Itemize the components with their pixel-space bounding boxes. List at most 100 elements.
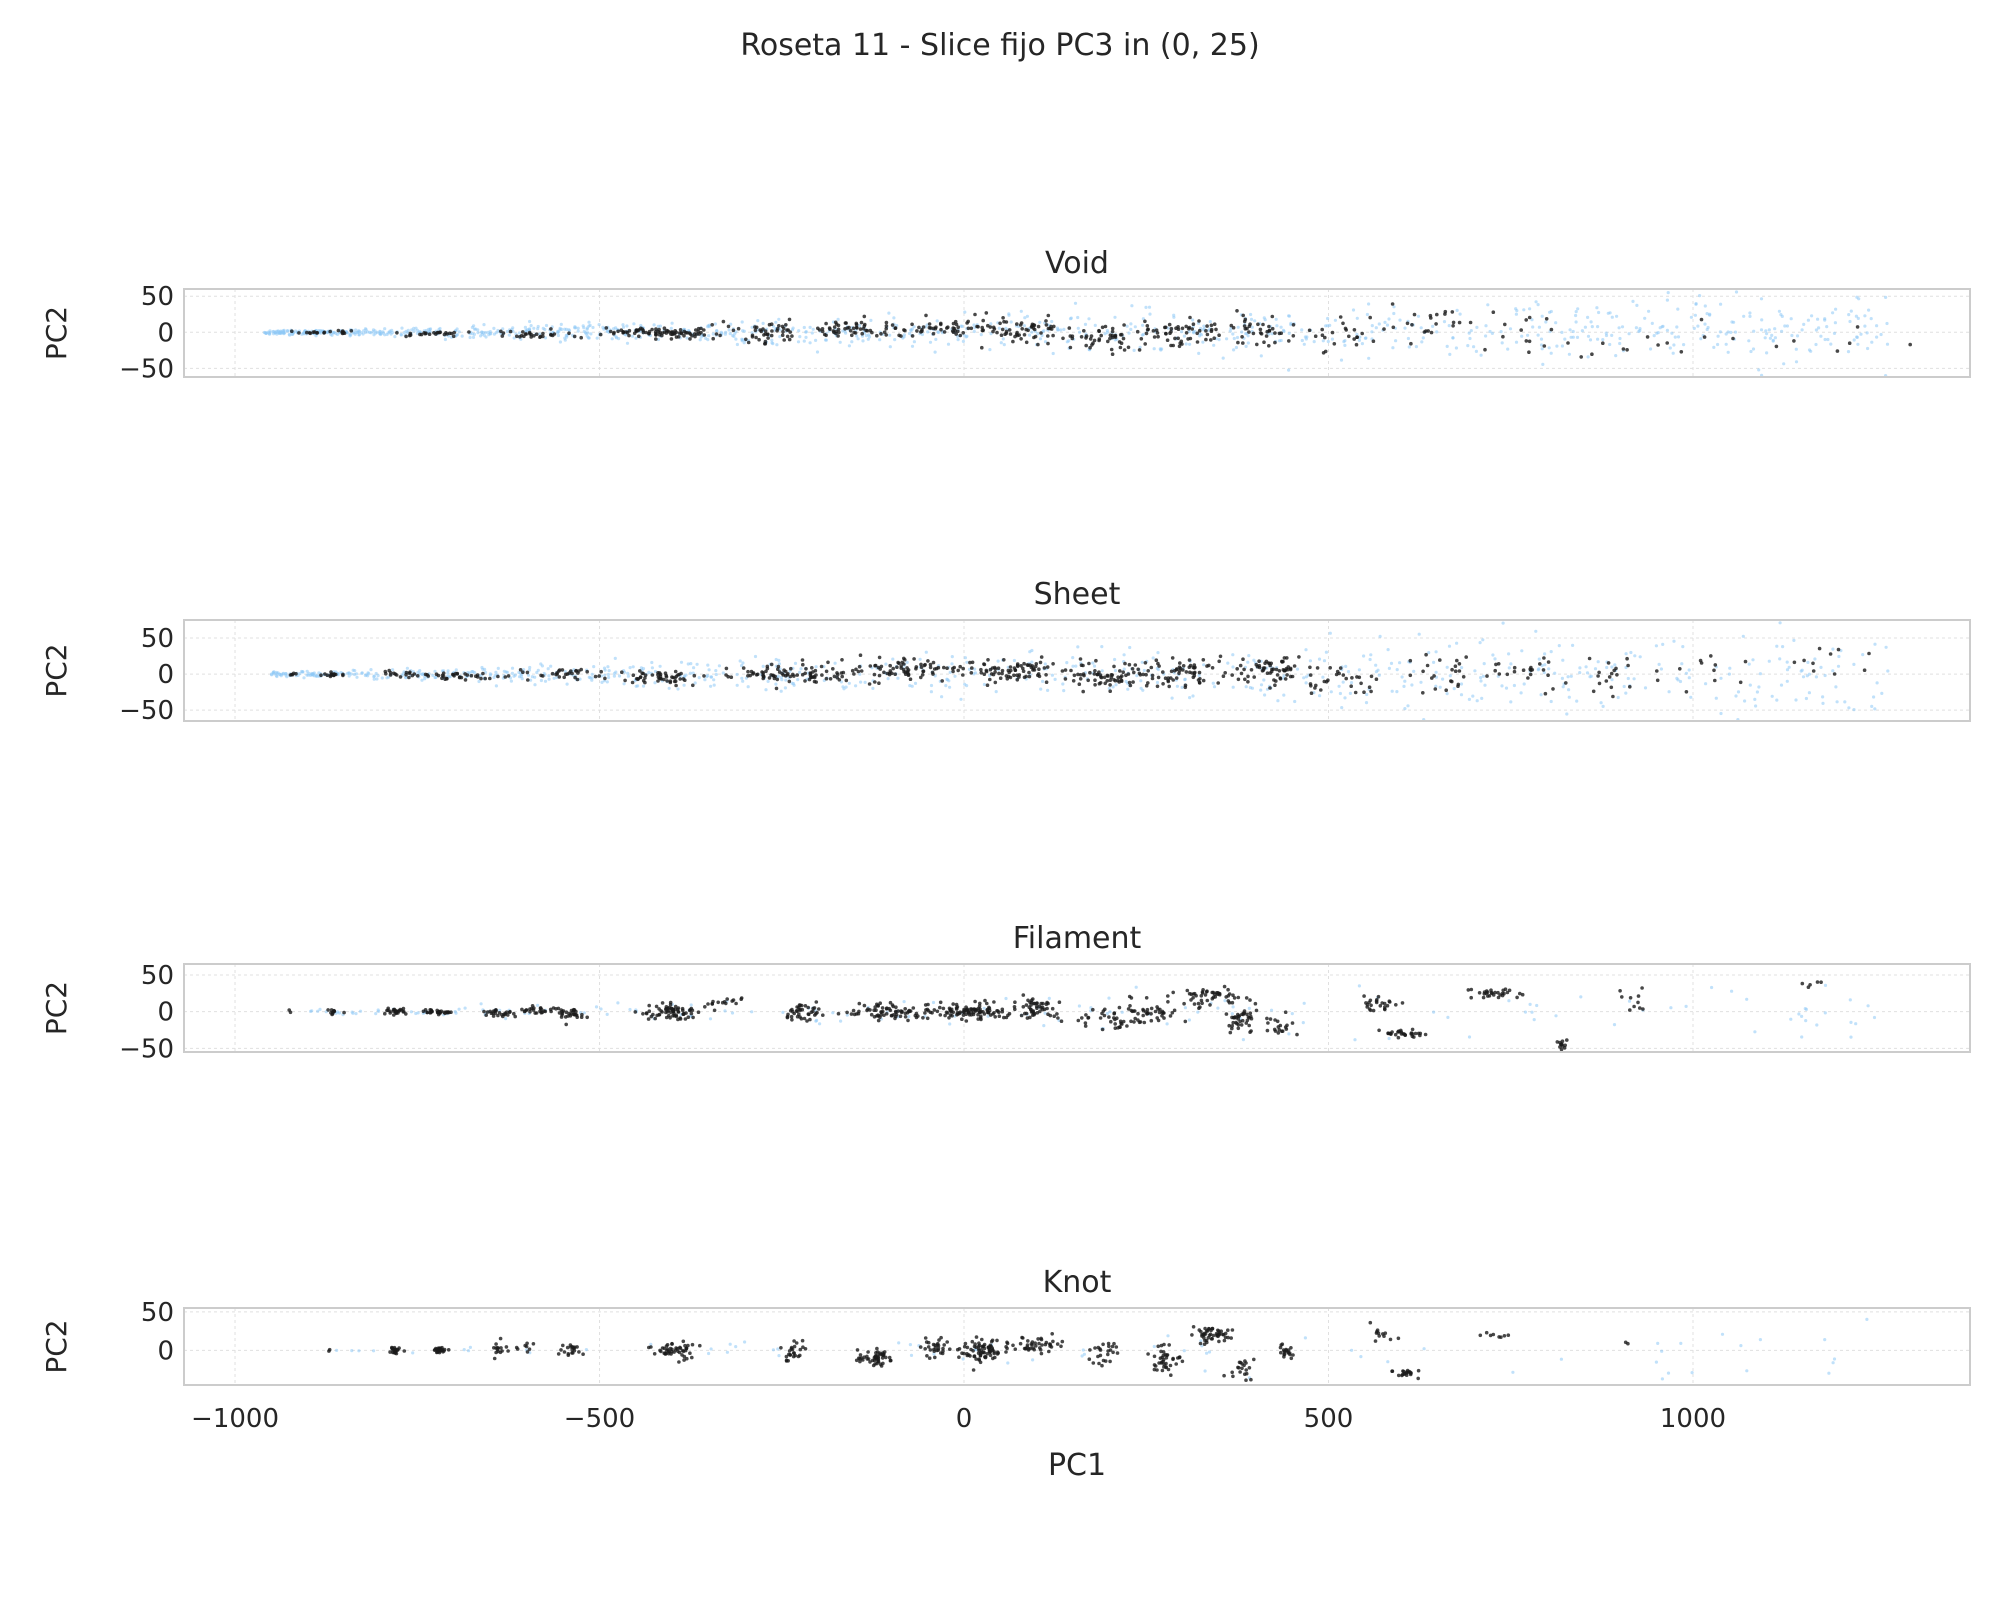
background-point [667,686,671,690]
data-point [1291,334,1296,338]
data-point [876,1013,880,1017]
data-point [858,653,863,657]
background-point [1080,1354,1084,1358]
background-point [1166,1334,1170,1338]
background-point [1837,654,1841,659]
data-point [1201,678,1206,683]
data-point [1068,345,1073,350]
background-point [1500,341,1504,345]
data-point [1000,327,1005,332]
data-point [1435,312,1439,317]
background-point [443,337,447,342]
background-point [753,654,758,659]
data-point [812,1006,817,1010]
background-point [1629,650,1633,655]
data-point [850,668,855,673]
data-point [1048,1344,1052,1348]
data-point [670,1342,674,1346]
data-point [494,1346,498,1350]
data-point [1244,1021,1249,1025]
background-point [1139,679,1143,683]
data-point [484,1013,489,1017]
background-point [1870,340,1874,344]
background-point [1201,340,1205,344]
background-point [989,322,993,326]
background-point [1547,667,1551,671]
data-point [963,1341,968,1346]
background-point [1580,329,1584,333]
background-point [625,341,630,345]
data-point [1006,674,1011,679]
data-point [557,668,562,672]
data-point [1159,1343,1164,1348]
data-point [451,334,456,339]
data-point [504,1010,509,1014]
data-point [1544,317,1549,321]
data-point [1369,1003,1373,1008]
background-point [383,327,387,331]
background-point [462,1348,466,1352]
data-point [855,1348,860,1352]
data-point [1107,1015,1111,1019]
background-point [779,675,783,680]
background-point [590,678,594,682]
data-point [751,671,756,675]
data-point [1127,680,1132,685]
data-point [1314,683,1318,688]
data-point [1396,1336,1401,1341]
background-point [1365,312,1369,317]
background-point [1522,308,1526,312]
data-point [1164,331,1168,336]
data-point [1108,678,1113,682]
data-point [922,663,927,668]
background-point [929,690,934,694]
background-point [1351,308,1356,312]
background-point [1669,1006,1673,1010]
data-point [986,323,990,328]
data-point [843,327,847,331]
background-point [764,688,768,692]
background-point [961,339,966,343]
data-point [494,1008,498,1013]
background-point [1290,1012,1294,1016]
background-point [802,339,806,343]
data-point [1013,1007,1017,1012]
data-point [1357,675,1362,680]
background-point [605,1012,609,1017]
data-point [1052,324,1056,329]
data-point [1709,654,1713,658]
background-point [1692,326,1696,330]
background-point [1866,346,1870,351]
background-point [1807,348,1812,352]
data-point [696,1010,701,1014]
data-point [518,668,523,672]
background-point [1875,335,1879,339]
data-point [860,331,864,336]
axes-frame [183,963,1971,1053]
data-point [1067,326,1072,330]
background-point [1712,345,1716,349]
background-point [1610,315,1614,319]
data-point [682,1358,686,1362]
data-point [443,677,448,681]
data-point [443,1011,447,1016]
background-point [1349,681,1354,685]
data-point [1309,691,1314,695]
data-point [435,1010,440,1015]
background-point [920,332,925,337]
background-point [1530,1010,1534,1014]
background-point [1140,660,1144,664]
data-point [1106,339,1110,344]
background-point [582,326,586,330]
background-point [878,338,882,342]
background-point [622,682,626,686]
background-point [1823,983,1828,988]
data-point [872,672,877,677]
data-point [669,337,674,341]
background-point [494,670,498,674]
background-point [1823,1338,1827,1342]
background-point [1359,1355,1363,1359]
background-point [466,1349,471,1353]
data-point [878,1351,882,1355]
data-point [1145,328,1150,332]
